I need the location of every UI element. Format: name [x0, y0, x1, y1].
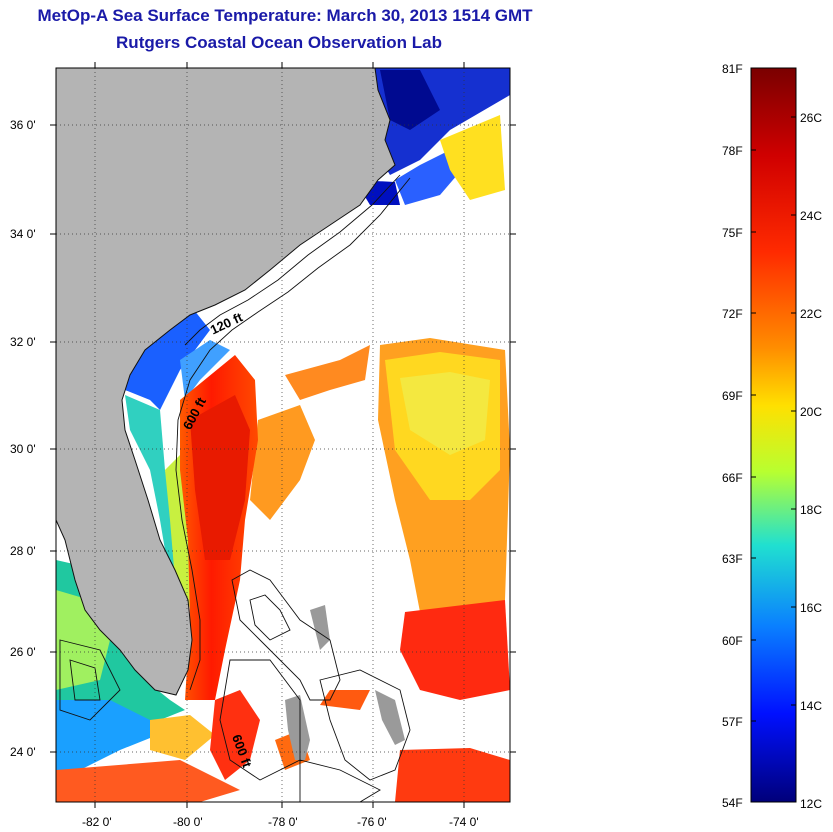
- colorbar-c-22: 22C: [800, 307, 823, 321]
- lon-label-78: -78 0': [268, 815, 298, 829]
- colorbar-f-60: 60F: [722, 634, 743, 648]
- landmass: [56, 68, 405, 760]
- lon-label-80: -80 0': [173, 815, 203, 829]
- lat-label-28: 28 0': [10, 544, 36, 558]
- colorbar-f-66: 66F: [722, 471, 743, 485]
- lat-label-36: 36 0': [10, 118, 36, 132]
- colorbar-c-12: 12C: [800, 797, 823, 811]
- lat-label-26: 26 0': [10, 645, 36, 659]
- colorbar-f-69: 69F: [722, 389, 743, 403]
- bathymetry-contours: [59, 174, 411, 802]
- colorbar-c-26: 26C: [800, 111, 823, 125]
- colorbar-f-63: 63F: [722, 552, 743, 566]
- lat-label-24: 24 0': [10, 745, 36, 759]
- colorbar-c-16: 16C: [800, 601, 823, 615]
- map-title: MetOp-A Sea Surface Temperature: March 3…: [37, 6, 533, 25]
- colorbar-f-78: 78F: [722, 144, 743, 158]
- colorbar-f-54: 54F: [722, 796, 743, 810]
- lon-label-76: -76 0': [357, 815, 387, 829]
- colorbar-f-72: 72F: [722, 307, 743, 321]
- colorbar-c-14: 14C: [800, 699, 823, 713]
- sst-patches: [56, 68, 510, 802]
- map-subtitle: Rutgers Coastal Ocean Observation Lab: [116, 33, 442, 52]
- temperature-colorbar: [750, 67, 797, 803]
- lat-label-30: 30 0': [10, 442, 36, 456]
- colorbar-f-57: 57F: [722, 715, 743, 729]
- colorbar-c-20: 20C: [800, 405, 823, 419]
- lat-label-32: 32 0': [10, 335, 36, 349]
- coastline: [56, 68, 396, 696]
- lat-label-34: 34 0': [10, 227, 36, 241]
- axis-ticks: [50, 62, 516, 808]
- colorbar-f-81: 81F: [722, 62, 743, 76]
- colorbar-f-75: 75F: [722, 226, 743, 240]
- colorbar-c-24: 24C: [800, 209, 823, 223]
- lon-label-82: -82 0': [82, 815, 112, 829]
- colorbar-c-18: 18C: [800, 503, 823, 517]
- lon-label-74: -74 0': [449, 815, 479, 829]
